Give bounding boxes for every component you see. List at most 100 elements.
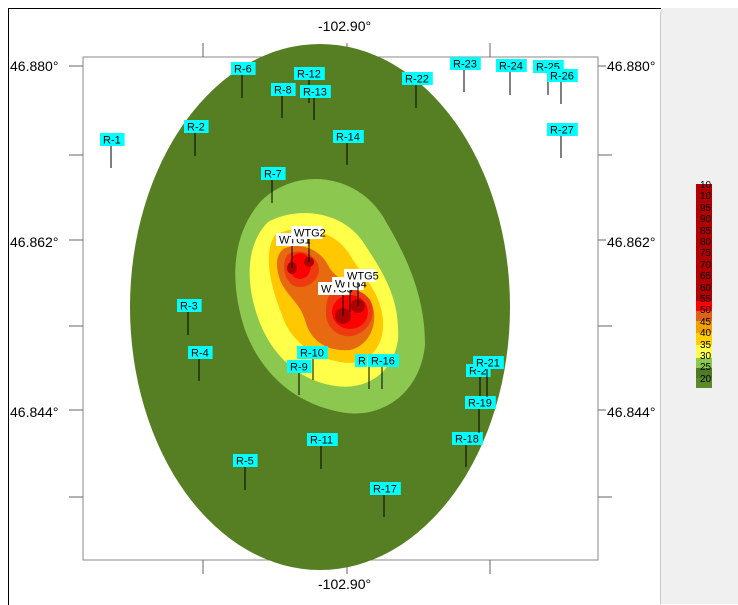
receptor-label: R-5 (236, 456, 254, 468)
receptor-marker[interactable]: R-13 (300, 85, 331, 120)
x-axis-top-label: -102.90° (318, 18, 372, 34)
receptor-marker[interactable]: R (355, 354, 370, 389)
legend-level-label: 90 (700, 214, 712, 226)
turbine-marker[interactable]: WTG5 (344, 269, 379, 306)
receptor-label: R-17 (373, 484, 397, 496)
legend-level-label: 50 (700, 305, 712, 317)
receptor-label: R-6 (234, 64, 252, 76)
legend-level-label: 45 (700, 316, 712, 328)
legend-level-label: 70 (700, 259, 712, 271)
receptor-label: R-18 (455, 434, 479, 446)
receptors-layer: R-1 R-2 R-3 R-4 R-5 R-6 R-7 R-8 R-9 R-10 R-11 R-12 R… (100, 57, 578, 517)
turbine-label-box (344, 269, 376, 282)
receptor-marker[interactable]: R-8 (271, 83, 296, 118)
y-axis-left-label-1: 46.880° (10, 58, 59, 74)
receptor-label-box (177, 299, 202, 312)
legend-level-label: 60 (700, 282, 712, 294)
receptor-label: R-22 (405, 74, 429, 86)
receptor-marker[interactable]: R-26 (547, 69, 578, 104)
receptor-marker[interactable]: R-23 (450, 57, 481, 92)
receptor-marker[interactable]: R-18 (452, 432, 483, 467)
receptor-label-box (547, 123, 578, 136)
legend-swatch (696, 358, 712, 368)
legend-swatch (696, 301, 712, 311)
receptor-label: R-21 (476, 358, 500, 370)
receptor-label: R-2 (187, 122, 205, 134)
legend-level-label: 10 (700, 180, 712, 191)
receptor-marker[interactable]: R-5 (233, 454, 258, 490)
receptor-marker[interactable]: R-2 (184, 120, 209, 156)
receptor-label-box (402, 72, 433, 85)
receptor-label-box (473, 356, 504, 369)
y-axis-left-label-2: 46.862° (10, 234, 59, 250)
receptor-label-box (300, 85, 331, 98)
legend-swatch (696, 333, 712, 345)
receptor-marker[interactable]: R-21 (473, 356, 504, 397)
receptor-label-box (465, 396, 496, 409)
receptor-marker[interactable]: R-9 (287, 360, 312, 395)
legend-level-label: 65 (700, 271, 712, 283)
receptor-marker[interactable]: R-27 (547, 123, 578, 158)
receptor-label-box (184, 120, 209, 133)
receptor-label-box (231, 62, 256, 75)
receptor-marker[interactable]: R-24 (496, 59, 527, 95)
receptor-label: R-19 (468, 398, 492, 410)
receptor-label: R-11 (310, 435, 333, 447)
receptor-marker[interactable]: R-6 (231, 62, 256, 98)
legend-level-label: 25 (700, 362, 712, 374)
legend-level-label: 20 (700, 373, 712, 385)
receptor-label-box (450, 57, 481, 70)
receptor-label-box (188, 346, 213, 359)
y-axis-left-label-3: 46.844° (10, 404, 59, 420)
receptor-label-box (100, 133, 125, 146)
receptor-label-box (233, 454, 258, 467)
legend-level-label: 75 (700, 248, 712, 260)
receptor-label: R-4 (191, 348, 209, 360)
receptor-label: R-8 (274, 85, 292, 97)
receptor-marker[interactable]: R-1 (100, 133, 125, 168)
legend-level-label: 30 (700, 351, 712, 362)
receptor-label: R-9 (290, 362, 308, 374)
legend-level-label: 80 (700, 237, 712, 248)
receptor-label: R-7 (264, 169, 282, 181)
receptor-label-box (368, 354, 399, 367)
receptor-label: R-14 (336, 132, 360, 144)
legend-swatch (696, 311, 712, 321)
receptor-label: R-24 (499, 61, 523, 73)
y-axis-right-label-1: 46.880° (607, 58, 656, 74)
receptor-label: R-1 (103, 135, 121, 147)
receptor-marker[interactable]: R-11 (307, 433, 338, 469)
receptor-label: R-12 (297, 69, 321, 81)
receptor-marker[interactable]: R-17 (370, 482, 401, 517)
receptor-marker[interactable]: R-3 (177, 299, 202, 335)
turbine-marker[interactable]: WTG2 (291, 226, 326, 262)
legend-level-label: 35 (700, 339, 712, 351)
receptor-label-box (333, 130, 364, 143)
receptor-label-box (287, 360, 312, 373)
x-axis-bottom-label: -102.90° (318, 576, 372, 592)
legend-level-label: 95 (700, 202, 712, 214)
legend-swatch (696, 368, 712, 378)
receptor-label: R-26 (550, 71, 574, 83)
receptor-marker[interactable]: R-22 (402, 72, 433, 108)
receptor-marker[interactable]: R-16 (368, 354, 399, 389)
legend-level-label: 85 (700, 225, 712, 237)
receptor-marker[interactable]: R-4 (188, 346, 213, 381)
receptor-label-box (261, 167, 286, 180)
receptor-marker[interactable]: R-7 (261, 167, 286, 203)
legend-level-label: 55 (700, 294, 712, 305)
receptor-marker[interactable]: R-10 (297, 346, 328, 380)
receptor-label: R-13 (303, 87, 327, 99)
receptor-label-box (370, 482, 401, 495)
receptor-label: R-27 (550, 125, 574, 137)
receptor-label-box (452, 432, 483, 445)
receptor-marker[interactable]: R-14 (333, 130, 364, 165)
receptor-marker[interactable]: R-12 (294, 67, 325, 103)
y-axis-right-label-3: 46.844° (607, 404, 656, 420)
receptor-label: R-23 (453, 59, 477, 71)
receptor-marker[interactable]: R-19 (465, 396, 496, 433)
receptor-label: R-10 (300, 348, 324, 360)
turbine-label-box (291, 226, 323, 239)
legend-swatch (696, 345, 712, 358)
